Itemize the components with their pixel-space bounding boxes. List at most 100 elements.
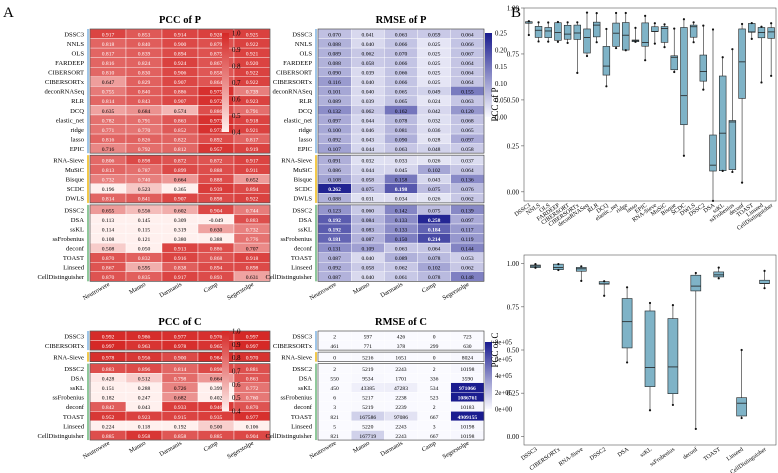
cell-value: 0.139 [461,208,474,214]
data-point [671,403,675,407]
box [554,22,562,41]
data-point [595,12,598,15]
cell-value: 0.682 [174,396,187,402]
cell-value: 0.922 [246,42,259,48]
cell-value: 0.214 [428,237,441,243]
cell-value: 0.817 [102,51,115,57]
cell-value: 0.630 [210,227,223,233]
data-point [576,71,579,74]
cell-value: 0.046 [362,128,375,134]
cell-value: 0.120 [461,109,474,115]
cell-value: 0.063 [461,99,474,105]
data-point [603,294,606,297]
box [592,21,601,38]
colorbar-tick: 0.6 [232,97,241,104]
cell-value: 0.838 [174,266,187,272]
cell-value: 0.512 [138,377,151,383]
cell-value: 0.025 [428,42,441,48]
data-point [648,301,652,305]
cell-value: 0.946 [210,405,223,411]
cell-value: 0.108 [102,237,115,243]
row-label: DSA [299,376,312,383]
cell-value: 0.064 [461,71,474,77]
y-tick-label: 0.00 [507,188,520,196]
data-point [547,40,550,43]
row-label: Bisque [66,177,84,184]
cell-value: 0.076 [461,187,474,193]
row-label: SCDC [67,186,85,193]
box [544,27,552,38]
cell-value: 0.075 [428,208,441,214]
box [718,75,727,171]
cell-value: 0.973 [210,128,223,134]
row-label: DWLS [293,196,312,203]
cell-value: 0.917 [102,32,115,38]
data-point [692,21,695,24]
box [713,271,725,278]
cell-value: 0.814 [102,99,115,105]
row-label: MuSiC [293,167,313,174]
data-point [694,427,697,431]
data-point [557,268,560,272]
cell-value: 0.224 [102,424,115,430]
row-label: NNLS [67,41,85,48]
cell-value: 0.066 [395,61,408,67]
row-label: DSSC2 [292,207,312,214]
cell-value: 167586 [359,415,376,421]
box [621,298,633,349]
data-point [763,269,766,272]
rmse_p-colorbar [485,33,492,117]
cell-value: 0 [433,355,436,361]
cell-value: 0.151 [102,386,115,392]
cell-value: 0.898 [138,159,151,165]
cell-value: 0.858 [210,71,223,77]
data-point [663,23,666,26]
row-label: ssFrobenius [52,395,84,402]
box [667,318,679,394]
cell-value: 0.091 [328,159,341,165]
colorbar-tick: 0.8 [232,355,241,362]
data-point [534,266,537,269]
cell-value: 0.875 [210,51,223,57]
cell-value: 0.744 [246,208,259,214]
row-label: ssFrobenius [280,236,312,243]
data-point [731,48,734,51]
data-point [740,22,744,26]
cell-value: 0.858 [174,434,187,440]
colorbar-tick: 2e+05 [495,390,513,397]
row-label: Linseed [291,265,313,272]
row-label: DSA [71,217,84,224]
box [748,23,756,33]
cell-value: 0.048 [428,147,441,153]
cell-value: 5216 [362,355,373,361]
cell-value: 0.879 [210,42,223,48]
cell-value: 0.822 [174,137,187,143]
cell-value: 0.081 [395,128,408,134]
cell-value: 0.107 [328,147,341,153]
data-point [717,266,720,269]
x-tick-label: TOAST [703,447,722,463]
data-point [556,20,560,24]
row-label: Linseed [291,423,313,430]
cell-value: 0.114 [102,227,115,233]
data-point [740,416,743,420]
cell-value: 0.148 [461,275,474,281]
data-point [694,271,697,275]
row-label: OLS [300,50,313,57]
cell-value: 0.088 [328,42,341,48]
cell-value: 0.106 [246,424,259,430]
cell-value: 0.133 [395,227,408,233]
data-point [614,46,618,50]
colorbar-tick: 1.0 [232,31,241,38]
row-label: deconf [66,245,85,252]
cell-value: 0.826 [138,137,151,143]
column-label: Manno [128,281,147,296]
cell-value: 0.843 [138,99,151,105]
cell-value: 0.772 [246,386,259,392]
cell-value: 0.798 [174,377,187,383]
cell-value: 1086761 [458,396,478,402]
cell-value: 0.904 [246,434,259,440]
pcc_p-colorbar [222,33,229,132]
x-tick-label: ssFrobenius [649,446,676,468]
cell-value: 0.973 [210,118,223,124]
